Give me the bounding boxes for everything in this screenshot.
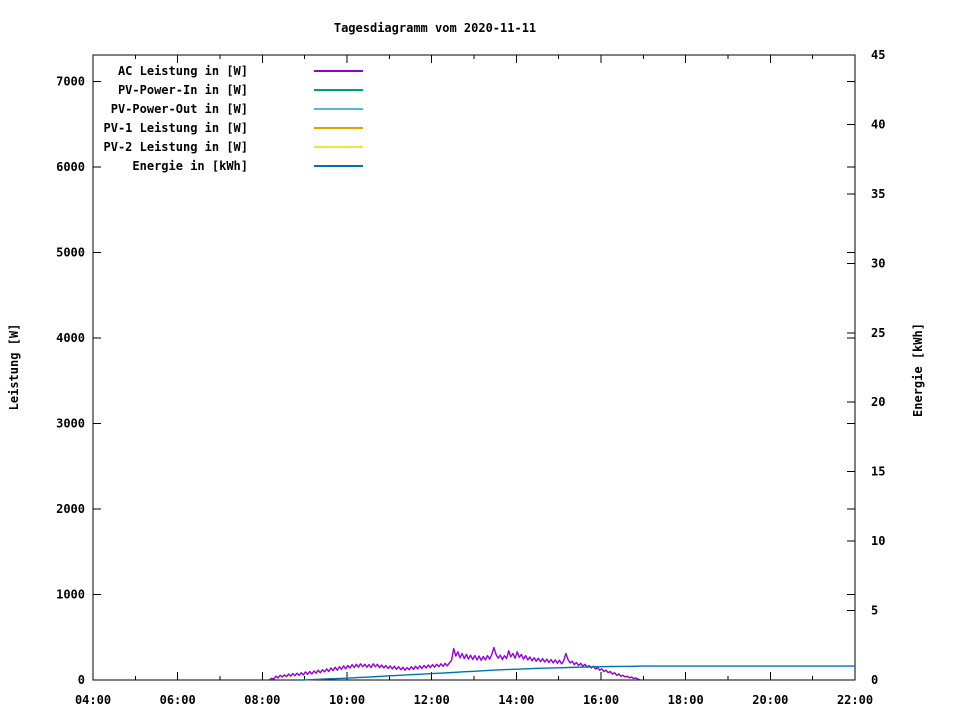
y2-tick-label: 40	[871, 117, 885, 131]
y1-tick-label: 6000	[56, 160, 85, 174]
y2-tick-label: 15	[871, 465, 885, 479]
y1-tick-label: 5000	[56, 246, 85, 260]
x-tick-label: 06:00	[160, 693, 196, 707]
y2-tick-label: 0	[871, 673, 878, 687]
y2-tick-label: 5	[871, 604, 878, 618]
x-tick-label: 12:00	[414, 693, 450, 707]
x-tick-label: 14:00	[498, 693, 534, 707]
y1-tick-label: 1000	[56, 588, 85, 602]
x-tick-label: 18:00	[668, 693, 704, 707]
x-tick-label: 22:00	[837, 693, 873, 707]
legend-label: PV-2 Leistung in [W]	[104, 140, 249, 154]
legend-label: Energie in [kWh]	[132, 159, 248, 173]
y1-tick-label: 3000	[56, 417, 85, 431]
legend-label: PV-1 Leistung in [W]	[104, 121, 249, 135]
x-tick-label: 08:00	[244, 693, 280, 707]
y2-tick-label: 20	[871, 395, 885, 409]
y1-tick-label: 0	[78, 673, 85, 687]
y2-tick-label: 45	[871, 48, 885, 62]
series-ac-leistung-in-w-	[269, 646, 641, 681]
legend-label: PV-Power-In in [W]	[118, 83, 248, 97]
y2-tick-label: 35	[871, 187, 885, 201]
y2-tick-label: 30	[871, 256, 885, 270]
x-tick-label: 16:00	[583, 693, 619, 707]
y2-tick-label: 10	[871, 534, 885, 548]
chart-title: Tagesdiagramm vom 2020-11-11	[333, 21, 537, 35]
x-tick-label: 10:00	[329, 693, 365, 707]
y1-tick-label: 7000	[56, 75, 85, 89]
x-tick-label: 04:00	[75, 693, 111, 707]
y1-tick-label: 4000	[56, 331, 85, 345]
legend-label: PV-Power-Out in [W]	[111, 102, 248, 116]
y2-tick-label: 25	[871, 326, 885, 340]
legend-label: AC Leistung in [W]	[118, 64, 248, 78]
x-tick-label: 20:00	[752, 693, 788, 707]
y1-tick-label: 2000	[56, 502, 85, 516]
series-energie-in-kwh-	[300, 665, 855, 681]
